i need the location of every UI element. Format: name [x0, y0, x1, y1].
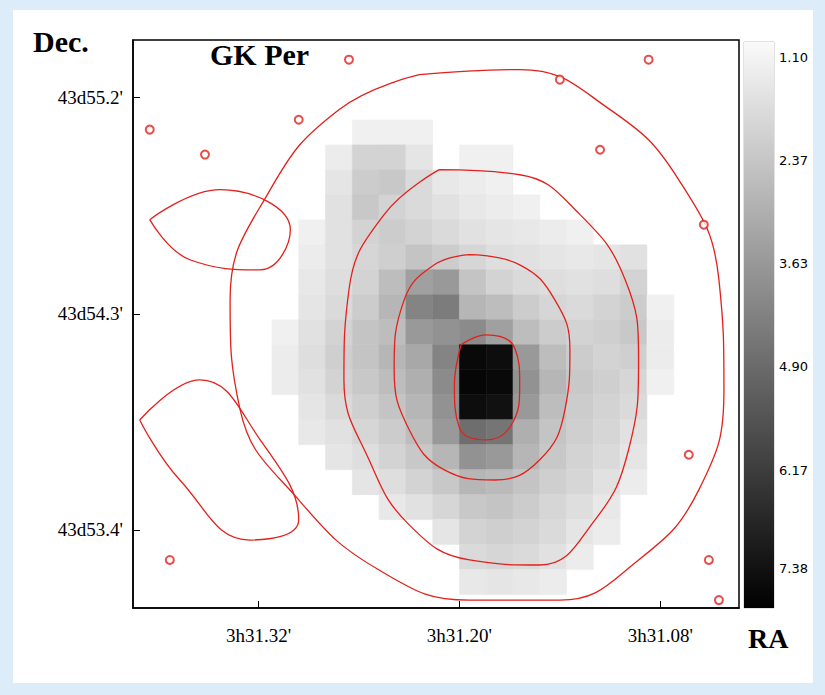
svg-text:Dec.: Dec. [33, 25, 89, 58]
svg-text:43d53.4': 43d53.4' [58, 519, 123, 540]
svg-text:7.38: 7.38 [779, 561, 808, 576]
svg-text:43d55.2': 43d55.2' [58, 87, 123, 108]
svg-text:2.37: 2.37 [779, 153, 808, 168]
svg-text:4.90: 4.90 [779, 359, 808, 374]
svg-text:3h31.20': 3h31.20' [427, 625, 492, 646]
svg-text:43d54.3': 43d54.3' [58, 303, 123, 324]
svg-text:GK Per: GK Per [210, 38, 309, 71]
svg-text:3h31.08': 3h31.08' [628, 625, 693, 646]
svg-text:1.10: 1.10 [779, 50, 808, 65]
svg-text:6.17: 6.17 [779, 463, 808, 478]
svg-text:RA: RA [748, 623, 789, 654]
svg-text:3h31.32': 3h31.32' [226, 625, 291, 646]
svg-text:3.63: 3.63 [779, 256, 808, 271]
